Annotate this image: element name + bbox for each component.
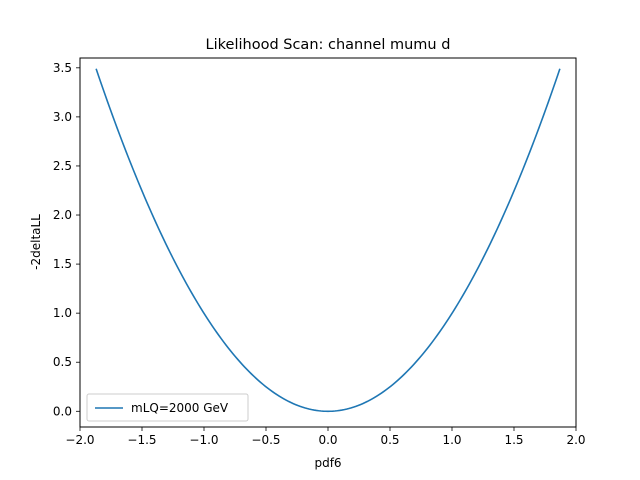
x-tick-label: 1.0 — [442, 433, 461, 447]
x-tick-label: −0.5 — [251, 433, 280, 447]
x-tick-label: −1.5 — [127, 433, 156, 447]
chart-title: Likelihood Scan: channel mumu d — [206, 37, 451, 53]
series-line-mlq-2000 — [95, 68, 561, 413]
x-tick-label: −2.0 — [65, 433, 94, 447]
y-tick-label: 2.0 — [53, 208, 72, 222]
x-tick-label: 0.5 — [380, 433, 399, 447]
legend-box — [86, 393, 249, 422]
y-tick-label: 2.5 — [53, 159, 72, 173]
x-tick-label: 2.0 — [566, 433, 585, 447]
y-axis: 0.0 0.5 1.0 1.5 2.0 2.5 3.0 3.5 — [53, 61, 80, 418]
x-axis-label: pdf6 — [314, 456, 341, 470]
y-tick-label: 0.0 — [53, 404, 72, 418]
y-tick-label: 3.0 — [53, 110, 72, 124]
y-tick-label: 1.5 — [53, 257, 72, 271]
plot-area — [95, 68, 561, 413]
legend-entry-label: mLQ=2000 GeV — [131, 401, 229, 415]
y-axis-label: -2deltaLL — [29, 214, 43, 270]
x-tick-label: 0.0 — [318, 433, 337, 447]
x-tick-label: −1.0 — [189, 433, 218, 447]
y-tick-label: 3.5 — [53, 61, 72, 75]
y-tick-label: 1.0 — [53, 306, 72, 320]
x-tick-label: 1.5 — [504, 433, 523, 447]
y-tick-label: 0.5 — [53, 355, 72, 369]
x-axis: −2.0 −1.5 −1.0 −0.5 0.0 0.5 1.0 1.5 2.0 — [65, 427, 586, 447]
legend: mLQ=2000 GeV — [86, 393, 249, 422]
